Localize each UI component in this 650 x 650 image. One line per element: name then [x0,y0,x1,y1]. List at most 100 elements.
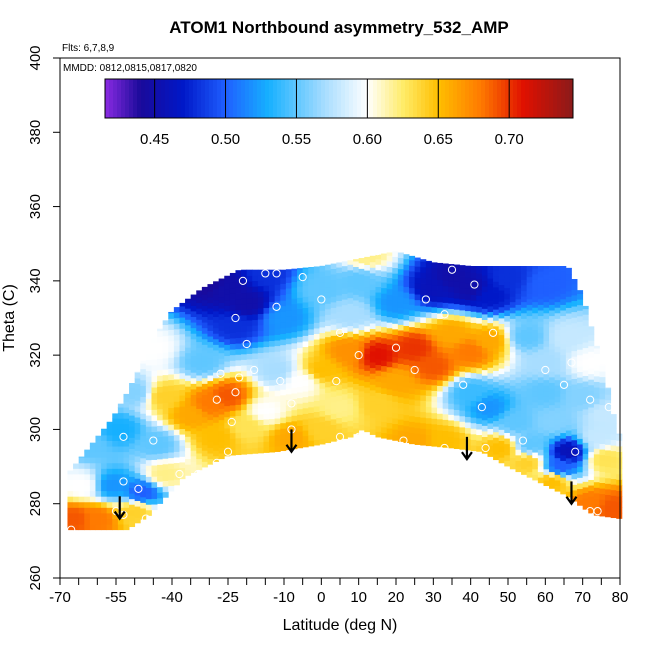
heatmap-cell [364,353,371,360]
heatmap-cell [134,495,141,502]
heatmap-cell [549,410,556,417]
heatmap-cell [431,262,438,269]
heatmap-cell [459,426,466,433]
heatmap-cell [341,261,348,267]
heatmap-cell [67,470,74,475]
heatmap-cell [392,334,399,341]
heatmap-cell [269,279,276,286]
heatmap-cell [369,311,376,318]
heatmap-cell [325,370,332,377]
colorbar-segment [325,79,330,118]
heatmap-cell [162,491,169,498]
x-tick-label: 80 [612,589,629,606]
heatmap-cell [526,421,533,428]
heatmap-cell [381,427,388,433]
heatmap-cell [112,446,119,453]
heatmap-cell [375,403,382,410]
heatmap-cell [403,392,410,399]
heatmap-cell [336,367,343,374]
heatmap-cell [257,363,264,370]
heatmap-cell [224,305,231,312]
heatmap-cell [308,429,315,436]
heatmap-cell [364,415,371,422]
observation-point [134,484,143,493]
colorbar-segment [253,79,258,118]
heatmap-cell [493,270,500,277]
heatmap-cell [252,419,259,426]
heatmap-cell [353,339,360,346]
heatmap-cell [437,396,444,403]
flights-note: Flts: 6,7,8,9 [62,43,115,54]
heatmap-cell [162,346,169,353]
heatmap-cell [95,513,102,519]
heatmap-cell [302,341,309,348]
heatmap-cell [257,408,264,415]
heatmap-cell [302,413,309,420]
heatmap-cell [554,340,561,347]
heatmap-cell [123,485,130,492]
heatmap-cell [173,401,180,408]
heatmap-cell [73,463,80,469]
heatmap-cell [151,348,158,355]
heatmap-cell [274,278,281,285]
heatmap-cell [487,283,494,290]
heatmap-cell [302,385,309,392]
heatmap-cell [425,440,432,447]
heatmap-cell [543,268,550,275]
heatmap-cell [498,435,505,441]
heatmap-cell [358,340,365,347]
heatmap-cell [330,424,337,431]
heatmap-cell [493,309,500,316]
heatmap-cell [448,436,455,443]
heatmap-cell [302,307,309,314]
heatmap-cell [571,451,578,457]
heatmap-cell [593,465,600,472]
heatmap-cell [470,316,477,323]
heatmap-cell [431,357,438,364]
heatmap-cell [358,313,365,320]
heatmap-cell [448,291,455,298]
colorbar-segment [501,79,506,118]
heatmap-cell [397,313,404,320]
heatmap-cell [168,485,175,492]
heatmap-cell [448,325,455,332]
heatmap-cell [481,286,488,293]
heatmap-cell [89,457,96,464]
heatmap-cell [78,474,85,480]
heatmap-cell [308,423,315,430]
heatmap-cell [437,274,444,281]
heatmap-cell [173,340,180,347]
heatmap-cell [358,268,365,275]
heatmap-cell [465,293,472,300]
heatmap-cell [571,462,578,469]
heatmap-cell [470,400,477,407]
heatmap-cell [291,437,298,444]
heatmap-cell [526,293,533,300]
heatmap-cell [117,435,124,441]
colorbar-segment [469,79,474,118]
heatmap-cell [476,267,483,274]
heatmap-cell [330,357,337,364]
heatmap-cell [325,331,332,338]
heatmap-cell [291,376,298,383]
heatmap-cell [560,282,567,289]
heatmap-cell [515,404,522,411]
heatmap-cell [599,493,606,500]
heatmap-cell [213,405,220,412]
heatmap-cell [67,524,74,531]
heatmap-cell [168,329,175,336]
heatmap-cell [588,401,595,408]
heatmap-cell [465,388,472,395]
heatmap-cell [571,412,578,418]
heatmap-cell [414,271,421,278]
heatmap-cell [291,315,298,322]
heatmap-cell [470,266,477,273]
heatmap-cell [229,438,236,445]
heatmap-cell [565,352,572,359]
heatmap-cell [246,386,253,393]
heatmap-cell [476,384,483,391]
heatmap-cell [73,485,80,492]
heatmap-cell [185,352,192,359]
heatmap-cell [425,339,432,346]
